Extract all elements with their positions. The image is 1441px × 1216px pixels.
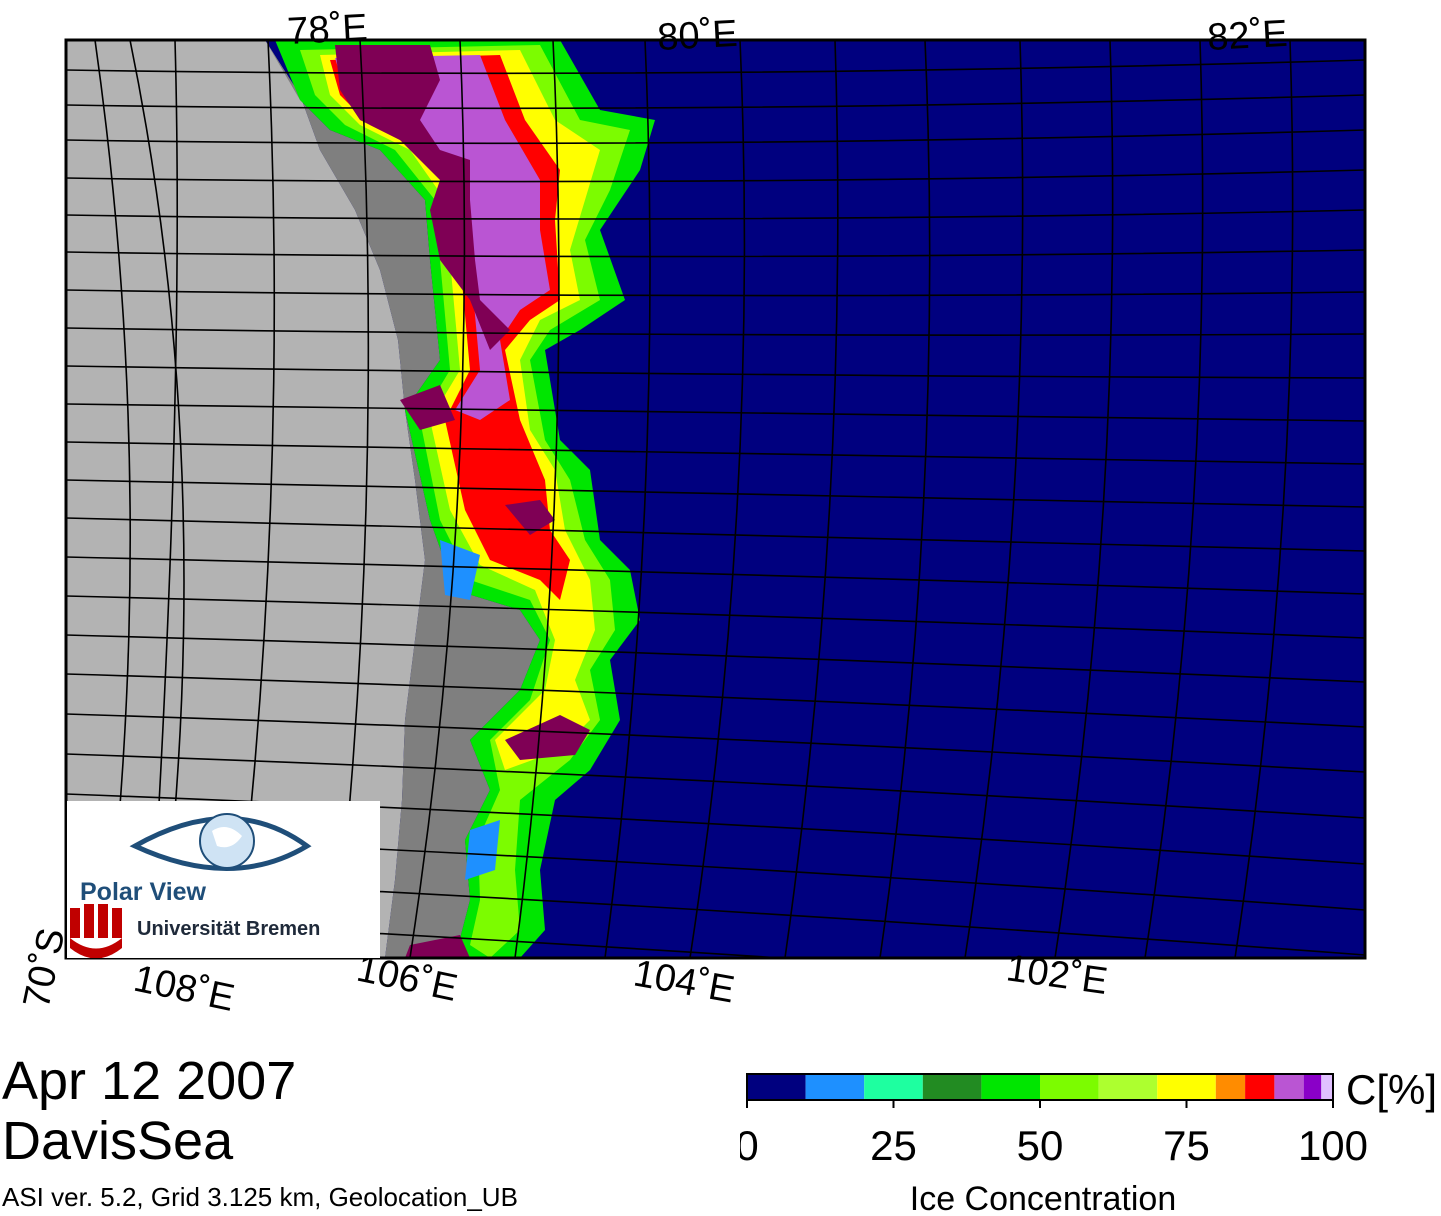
colorbar-segment [1321,1074,1333,1100]
colorbar-unit-label: C[%] [1346,1066,1437,1113]
colorbar-segment [1216,1074,1245,1100]
colorbar-segment [1274,1074,1303,1100]
top-lon-label: 80˚E [656,13,738,59]
top-lon-label: 82˚E [1206,13,1288,59]
logo-polar-view-text: Polar View [80,878,206,907]
colorbar-tick-label: 0 [740,1122,759,1169]
colorbar: 0 25 50 75 100 C[%] Ice Concentration [740,1066,1440,1216]
region-label: DavisSea [2,1114,233,1168]
colorbar-segment [806,1074,865,1100]
colorbar-tick-label: 100 [1298,1122,1368,1169]
bottom-lon-label: 104˚E [630,953,737,1012]
colorbar-tick-label: 50 [1017,1122,1064,1169]
top-lon-label: 78˚E [286,7,368,53]
lat-label: 70˚S [16,925,74,1012]
colorbar-title: Ice Concentration [910,1180,1177,1216]
colorbar-ticks: 0 25 50 75 100 [740,1100,1368,1169]
university-seal-icon [70,904,122,958]
logo-university-text: Universität Bremen [137,918,320,941]
colorbar-segment [1099,1074,1158,1100]
processing-info: ASI ver. 5.2, Grid 3.125 km, Geolocation… [2,1183,518,1211]
colorbar-segment [1245,1074,1274,1100]
colorbar-tick-label: 75 [1163,1122,1210,1169]
colorbar-tick-label: 25 [870,1122,917,1169]
colorbar-segment [1304,1074,1322,1100]
colorbar-segment [1157,1074,1216,1100]
colorbar-segment [864,1074,923,1100]
colorbar-segment [923,1074,982,1100]
colorbar-segments [747,1074,1333,1100]
colorbar-segment [1040,1074,1099,1100]
bottom-lon-label: 108˚E [130,958,238,1020]
date-label: Apr 12 2007 [2,1054,296,1108]
colorbar-segment [981,1074,1040,1100]
colorbar-segment [747,1074,806,1100]
